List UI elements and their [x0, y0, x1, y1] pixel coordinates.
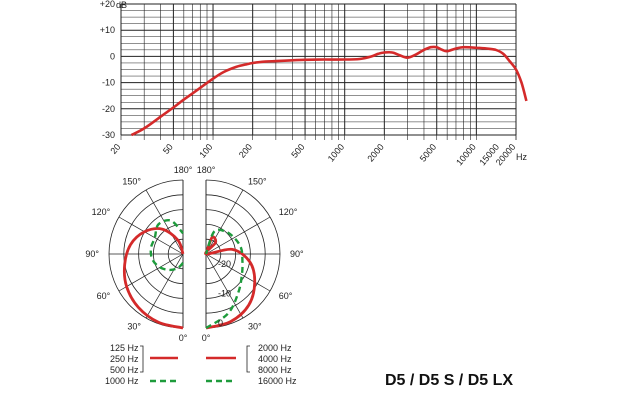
x-tick-label: 2000: [365, 142, 386, 164]
x-axis-unit: Hz: [516, 152, 527, 162]
polar-angle-label-left: 180°: [174, 165, 193, 175]
y-tick-label: -20: [102, 104, 115, 114]
legend-bracket: [140, 345, 144, 373]
y-tick-label: +10: [100, 25, 115, 35]
legend-label-right: 2000 Hz: [258, 343, 292, 353]
y-tick-label: -30: [102, 130, 115, 140]
x-tick-label: 20: [108, 142, 122, 156]
polar-angle-label-left: 30°: [127, 322, 141, 332]
x-tick-label: 200: [237, 142, 254, 160]
polar-spoke: [205, 253, 244, 319]
legend-label-left: 250 Hz: [110, 354, 139, 364]
x-tick-label: 100: [197, 142, 214, 160]
125-hz-polar-line: [122, 227, 185, 330]
polar-right-half: [204, 179, 281, 330]
polar-angle-label-right: 90°: [290, 249, 304, 259]
y-tick-label: 0: [110, 51, 115, 61]
polar-spoke: [118, 253, 184, 292]
polar-angle-label-left: 90°: [85, 249, 99, 259]
polar-radial-label: -20: [218, 259, 231, 269]
polar-spoke: [205, 189, 244, 255]
polar-radial-label: 0: [218, 318, 223, 328]
legend-label-left-dashed: 1000 Hz: [105, 376, 139, 386]
polar-spoke: [145, 253, 184, 319]
polar-spoke: [205, 216, 271, 255]
x-tick-label: 50: [161, 142, 175, 156]
polar-angle-label-left: 120°: [92, 207, 111, 217]
polar-angle-labels: 180° 180° 150° 150° 120° 120° 90° 90° 60° 60° 30° 3…: [85, 165, 304, 343]
16000-hz-polar-line: [204, 228, 244, 330]
polar-left-half: [108, 179, 185, 330]
polar-spoke: [118, 216, 184, 255]
x-tick-label: 1000: [326, 142, 347, 164]
legend-label-right-dashed: 16000 Hz: [258, 376, 297, 386]
legend-bracket: [246, 345, 250, 373]
polar-angle-label-right: 30°: [248, 322, 262, 332]
polar-spoke: [205, 253, 271, 292]
polar-angle-label-right: 120°: [279, 207, 298, 217]
legend-label-right: 8000 Hz: [258, 365, 292, 375]
y-tick-label: -10: [102, 78, 115, 88]
polar-angle-label-right: 150°: [248, 176, 267, 186]
frequency-curve-layer: [130, 45, 528, 137]
model-name: D5 / D5 S / D5 LX: [385, 372, 513, 389]
frequency-response-line: [130, 45, 528, 137]
polar-angle-label-right: 180°: [197, 165, 216, 175]
x-tick-label: 500: [289, 142, 306, 160]
legend-label-right: 4000 Hz: [258, 354, 292, 364]
y-tick-label: +20: [100, 0, 115, 9]
polar-angle-label-left: 60°: [97, 291, 111, 301]
polar-angle-label-right: 0°: [202, 333, 211, 343]
y-tick-labels: +20 +10 0 -10 -20 -30: [100, 0, 115, 140]
x-tick-label: 10000: [454, 142, 478, 168]
legend-label-left: 500 Hz: [110, 365, 139, 375]
x-tick-label: 5000: [418, 142, 439, 164]
polar-radial-label: -10: [218, 288, 231, 298]
2000-hz-polar-line: [204, 235, 257, 330]
polar-angle-label-left: 150°: [122, 176, 141, 186]
frequency-grid: [120, 3, 517, 140]
y-axis-unit: dB: [116, 0, 127, 10]
polar-angle-label-left: 0°: [179, 333, 188, 343]
legend-label-left: 125 Hz: [110, 343, 139, 353]
1000-hz-polar-line: [149, 219, 184, 272]
polar-angle-label-right: 60°: [279, 291, 293, 301]
